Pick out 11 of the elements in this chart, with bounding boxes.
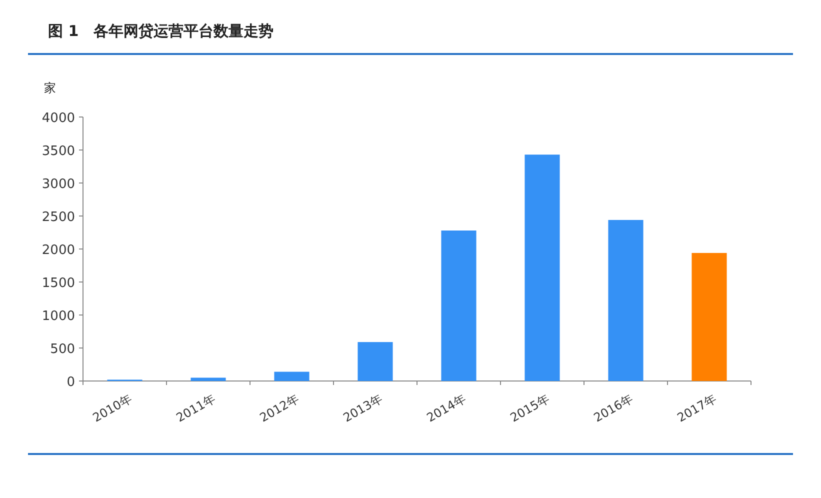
y-tick-label: 1000 (42, 309, 75, 324)
y-tick-label: 500 (50, 342, 75, 357)
y-tick-label: 2000 (42, 243, 75, 258)
y-tick-label: 1500 (42, 276, 75, 291)
y-tick-label: 0 (66, 375, 75, 390)
ylabel: 家 (44, 81, 56, 95)
y-tick-label: 3000 (42, 177, 75, 192)
title: 图 1 各年网贷运营平台数量走势 (48, 22, 274, 40)
y-tick-label: 2500 (42, 210, 75, 225)
y-tick-label: 4000 (42, 111, 75, 126)
y-tick-label: 3500 (42, 144, 75, 159)
